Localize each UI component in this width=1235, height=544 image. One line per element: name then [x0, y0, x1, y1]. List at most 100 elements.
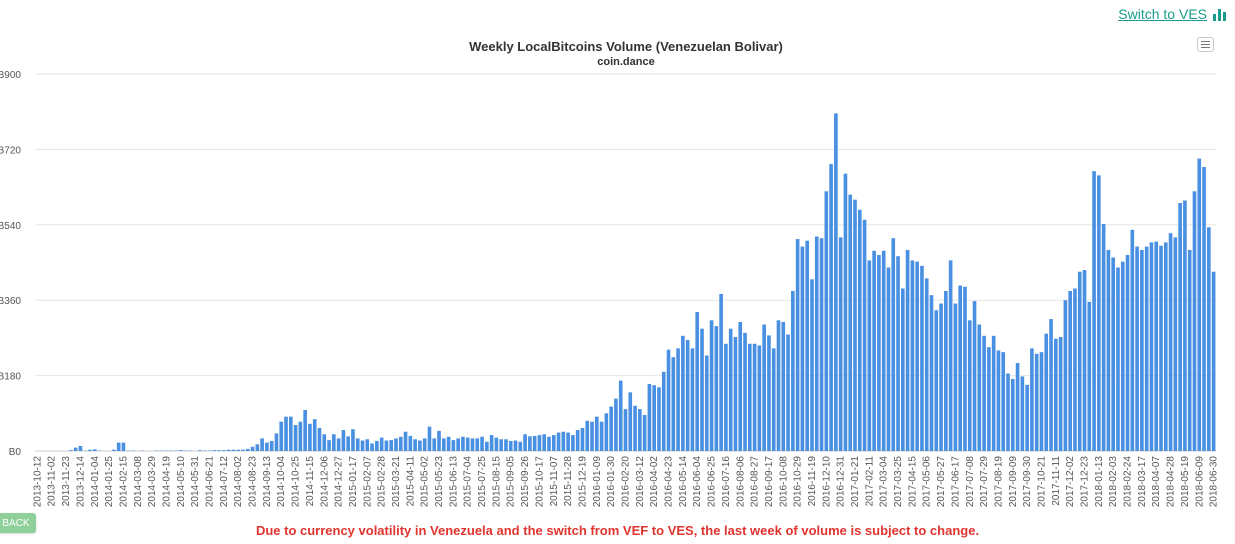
volume-bar [915, 261, 919, 451]
back-button-label: BACK [2, 517, 30, 529]
volume-bar [719, 293, 723, 451]
volume-bar [518, 441, 523, 451]
volume-bar [504, 439, 508, 451]
volume-bar [245, 448, 250, 451]
volume-bar [681, 335, 685, 451]
hamburger-icon [1201, 41, 1210, 42]
volume-bar [303, 409, 307, 451]
volume-bar [116, 442, 121, 451]
x-tick-label: 2014-05-10 [176, 456, 187, 508]
chart-title: Weekly LocalBitcoins Volume (Venezuelan … [469, 39, 783, 54]
x-tick-label: 2017-12-02 [1065, 456, 1076, 508]
volume-bar [1077, 271, 1082, 451]
x-tick-label: 2016-12-31 [836, 456, 847, 508]
volume-bar [934, 310, 939, 451]
volume-bar [370, 443, 374, 451]
volume-bar [920, 265, 924, 451]
volume-bar [499, 439, 503, 451]
volume-bar [1159, 245, 1163, 451]
volume-bar [1192, 191, 1197, 452]
volume-bar [432, 438, 437, 451]
x-tick-label: 2017-06-17 [950, 456, 961, 508]
volume-bar [1144, 246, 1149, 451]
volume-bar [293, 425, 298, 451]
volume-bar [661, 371, 666, 451]
x-tick-label: 2016-10-29 [793, 456, 804, 508]
volume-bar [996, 350, 1001, 451]
volume-bar [1168, 233, 1173, 451]
x-tick-label: 2016-05-14 [678, 456, 689, 508]
volume-bar [676, 348, 680, 451]
volume-bar [633, 405, 637, 451]
volume-bar [724, 343, 728, 451]
volume-bar [872, 250, 876, 451]
volume-bar [422, 438, 427, 451]
x-tick-label: 2016-02-20 [621, 456, 632, 508]
x-tick-label: 2017-05-27 [936, 456, 947, 508]
volume-bar [1092, 171, 1096, 451]
volume-bar [709, 320, 714, 451]
x-tick-label: 2018-02-24 [1123, 456, 1134, 508]
volume-bar [1058, 337, 1063, 451]
volume-bar [1068, 290, 1072, 451]
volume-bar [948, 260, 953, 451]
volume-bar [1187, 249, 1192, 451]
volume-bar [977, 324, 982, 451]
volume-bar [408, 435, 413, 451]
x-tick-label: 2018-02-03 [1108, 456, 1119, 508]
switch-to-ves-link[interactable]: Switch to VES [1118, 6, 1227, 22]
volume-bar [298, 421, 303, 451]
volume-bar [547, 436, 551, 451]
volume-bar [738, 321, 743, 451]
x-tick-label: 2017-09-09 [1008, 456, 1019, 508]
volume-bar [1049, 319, 1053, 451]
volume-bar [628, 392, 633, 451]
volume-bar [1010, 378, 1015, 451]
x-tick-label: 2014-12-06 [319, 456, 330, 508]
x-tick-label: 2016-09-17 [764, 456, 775, 508]
y-tick-label: B900 [0, 70, 21, 81]
volume-bar [1163, 242, 1168, 451]
y-tick-label: B0 [9, 447, 22, 458]
volume-bar [1073, 288, 1077, 451]
volume-bar [265, 442, 269, 451]
volume-bar [857, 209, 862, 451]
volume-bar [1211, 271, 1216, 451]
volume-bar [475, 438, 480, 451]
volume-bar [614, 398, 618, 451]
volume-bar [805, 240, 810, 451]
volume-bar [786, 334, 790, 451]
volume-bar [198, 450, 202, 451]
volume-bar [1001, 352, 1006, 451]
back-button[interactable]: BACK [0, 513, 36, 533]
volume-bar [685, 339, 690, 451]
volume-bar [824, 191, 829, 452]
volume-bar [896, 256, 900, 451]
volume-bar [403, 431, 408, 451]
x-tick-label: 2017-07-08 [965, 456, 976, 508]
volume-bar [394, 438, 398, 451]
y-tick-label: B180 [0, 372, 21, 383]
x-tick-label: 2014-05-31 [190, 456, 201, 508]
volume-bar [88, 449, 92, 451]
volume-bar [1097, 175, 1101, 451]
volume-bar [375, 440, 379, 451]
volume-bar [112, 449, 116, 451]
volume-bar [260, 438, 264, 451]
volume-bar [360, 440, 365, 451]
volume-bar [1111, 257, 1116, 451]
x-tick-label: 2016-08-06 [735, 456, 746, 508]
volume-bar [767, 335, 771, 451]
volume-bar [317, 427, 322, 451]
volume-bar [470, 438, 475, 451]
chart-menu-button[interactable] [1197, 37, 1214, 52]
volume-bar [1116, 267, 1120, 451]
volume-bar [886, 267, 891, 451]
x-tick-label: 2017-02-11 [864, 456, 875, 507]
volume-bar [532, 435, 537, 451]
volume-bar [351, 429, 355, 451]
volume-bar [231, 449, 236, 451]
x-tick-label: 2016-08-27 [750, 456, 761, 508]
x-tick-label: 2014-06-21 [205, 456, 216, 508]
x-tick-label: 2016-06-25 [707, 456, 718, 508]
